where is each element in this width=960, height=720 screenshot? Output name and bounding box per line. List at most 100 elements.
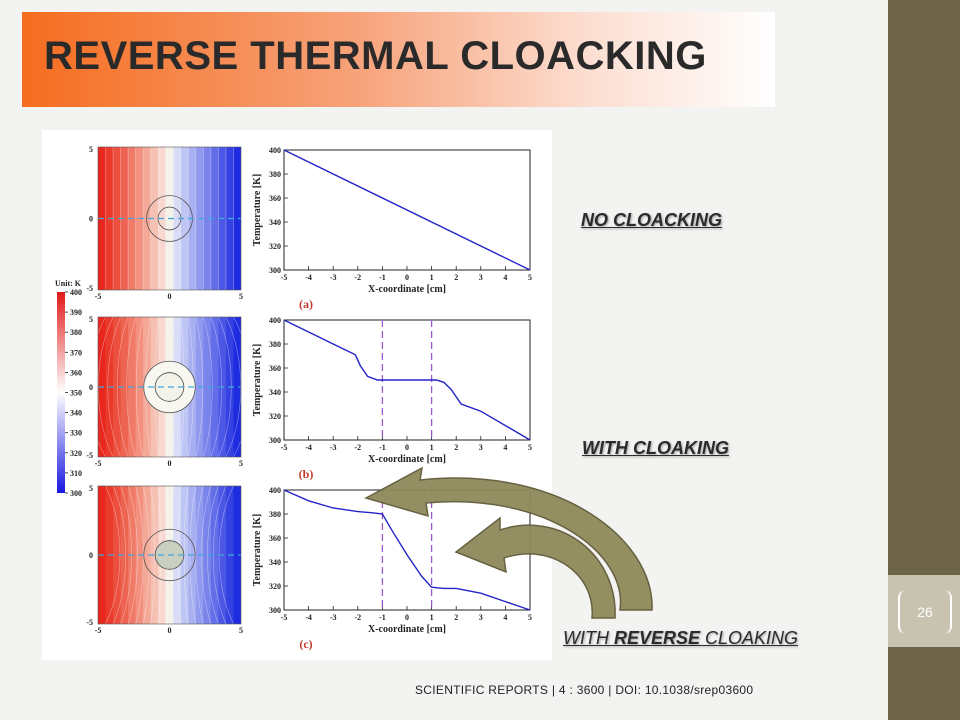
x-tick-label: -4 <box>305 613 312 622</box>
y-tick-label: 380 <box>269 170 281 179</box>
x-tick-label: 4 <box>503 273 507 282</box>
map-y-tick-label: -5 <box>86 618 93 627</box>
map-isoline <box>112 486 126 624</box>
y-axis-label: Temperature [K] <box>252 174 263 247</box>
map-isoline <box>126 317 136 457</box>
x-tick-label: -2 <box>354 443 361 452</box>
map-stripe <box>203 486 212 624</box>
map-stripe <box>203 147 212 290</box>
x-tick-label: -2 <box>354 273 361 282</box>
colorbar-tick-label: 400 <box>70 288 82 297</box>
label-with-reverse-cloaking: WITH REVERSE CLOAKING <box>563 628 798 649</box>
colorbar-gradient <box>57 292 65 493</box>
temperature-map-no-cloaking: 5 0 -5-5 0 5 <box>86 145 243 301</box>
x-tick-label: -1 <box>379 613 386 622</box>
x-tick-label: -5 <box>281 443 288 452</box>
map-stripe <box>113 147 122 290</box>
map-x-tick-label: 5 <box>239 459 243 468</box>
map-field <box>98 317 241 457</box>
y-tick-label: 300 <box>269 266 281 275</box>
map-isoline <box>107 317 121 457</box>
map-x-tick-label: 0 <box>168 459 172 468</box>
x-tick-label: -5 <box>281 273 288 282</box>
map-stripe <box>120 317 129 457</box>
y-tick-label: 360 <box>269 364 281 373</box>
panel-label: (b) <box>299 467 314 481</box>
map-x-tick-label: -5 <box>95 292 102 301</box>
y-tick-label: 320 <box>269 242 281 251</box>
y-axis-label: Temperature [K] <box>252 344 263 417</box>
colorbar-unit-label: Unit: K <box>55 279 82 288</box>
title-bar <box>22 12 775 107</box>
map-frame <box>97 316 242 458</box>
x-tick-label: 4 <box>503 443 507 452</box>
x-tick-label: 0 <box>405 613 409 622</box>
map-isoline <box>117 317 129 457</box>
y-tick-label: 360 <box>269 194 281 203</box>
map-x-tick-label: 0 <box>168 626 172 635</box>
x-tick-label: -4 <box>305 273 312 282</box>
map-y-tick-label: 5 <box>89 315 93 324</box>
map-x-tick-label: 0 <box>168 292 172 301</box>
map-isoline <box>135 317 144 457</box>
map-stripe <box>233 317 241 457</box>
temperature-series-line <box>283 319 531 441</box>
map-stripe <box>113 317 122 457</box>
y-tick-label: 320 <box>269 412 281 421</box>
map-isoline <box>195 486 204 624</box>
colorbar-tick-label: 350 <box>70 389 82 398</box>
page-number-tab <box>888 575 960 647</box>
map-y-tick-label: 0 <box>89 383 93 392</box>
x-tick-label: 1 <box>430 613 434 622</box>
map-stripe <box>180 147 189 290</box>
map-isoline <box>98 317 106 457</box>
map-stripe <box>173 147 182 290</box>
large-curved-arrow <box>364 466 653 611</box>
map-x-tick-label: 5 <box>239 292 243 301</box>
map-stripe <box>150 486 159 624</box>
y-tick-label: 360 <box>269 534 281 543</box>
colorbar-tick-label: 390 <box>70 308 82 317</box>
map-stripe <box>233 486 241 624</box>
label-no-cloaking: NO CLOACKING <box>581 210 722 230</box>
x-tick-label: 5 <box>528 273 532 282</box>
map-stripe <box>113 486 122 624</box>
y-tick-label: 380 <box>269 340 281 349</box>
small-curved-arrow <box>454 516 616 619</box>
colorbar-tick-label: 320 <box>70 449 82 458</box>
map-isoline <box>207 486 219 624</box>
x-axis-label: X-coordinate [cm] <box>368 454 446 465</box>
map-isoline <box>233 317 241 457</box>
y-tick-label: 340 <box>269 558 281 567</box>
x-axis-label: X-coordinate [cm] <box>368 284 446 295</box>
x-tick-label: 2 <box>454 273 458 282</box>
temperature-series-line <box>283 489 531 611</box>
slide-title: REVERSE THERMAL CLOACKING <box>44 34 707 78</box>
colorbar-tick-label: 370 <box>70 348 82 357</box>
x-tick-label: 5 <box>528 443 532 452</box>
y-tick-label: 300 <box>269 606 281 615</box>
map-stripe <box>210 317 220 457</box>
map-stripe <box>150 147 159 290</box>
x-tick-label: 0 <box>405 273 409 282</box>
x-tick-label: 2 <box>454 613 458 622</box>
colorbar-tick-label: 330 <box>70 429 82 438</box>
temperature-chart-2: -5 -4 -3 -2 -1 0 1 2 3 4 5 300 320 340 360 380 400 X-coor… <box>252 316 532 481</box>
x-axis-label: X-coordinate [cm] <box>368 624 446 635</box>
y-tick-label: 400 <box>269 316 281 325</box>
map-y-tick-label: 5 <box>89 484 93 493</box>
map-field <box>98 486 241 624</box>
page-number: 26 <box>898 590 952 634</box>
y-tick-label: 400 <box>269 486 281 495</box>
map-x-tick-label: -5 <box>95 459 102 468</box>
label-reverse-prefix: WITH <box>563 628 614 648</box>
map-frame <box>97 146 242 291</box>
colorbar-tick-label: 310 <box>70 469 82 478</box>
y-tick-label: 340 <box>269 218 281 227</box>
label-reverse-bold: REVERSE <box>614 628 701 648</box>
y-tick-label: 300 <box>269 436 281 445</box>
x-tick-label: 3 <box>479 273 483 282</box>
colorbar-tick-label: 340 <box>70 409 82 418</box>
map-stripe <box>120 486 129 624</box>
